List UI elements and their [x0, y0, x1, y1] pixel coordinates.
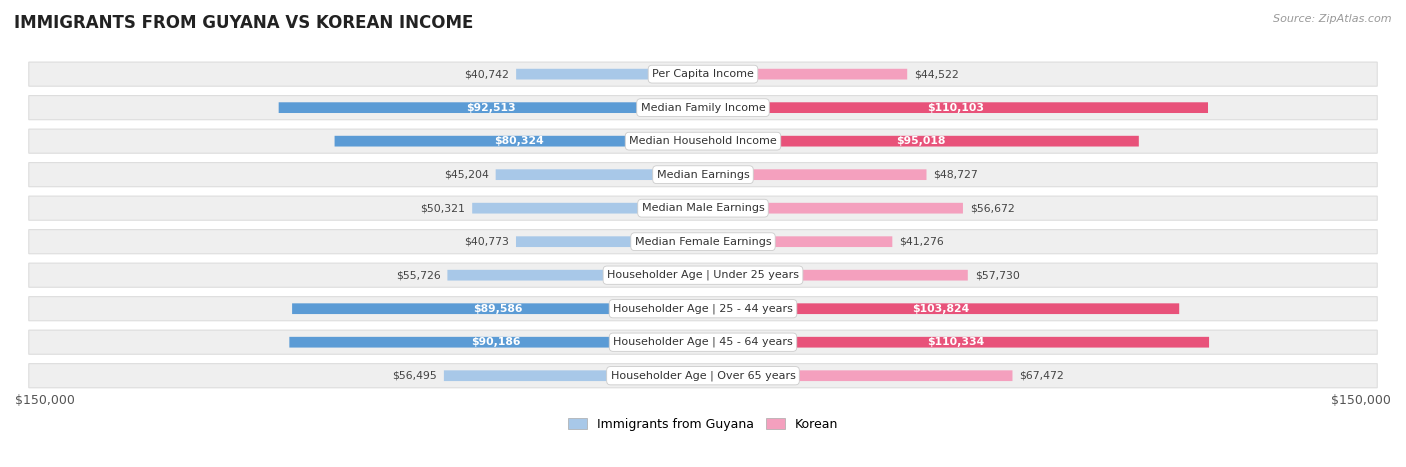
FancyBboxPatch shape	[28, 62, 1378, 86]
FancyBboxPatch shape	[703, 337, 1209, 347]
FancyBboxPatch shape	[28, 297, 1378, 321]
Text: $89,586: $89,586	[472, 304, 522, 314]
FancyBboxPatch shape	[28, 96, 1378, 120]
Text: IMMIGRANTS FROM GUYANA VS KOREAN INCOME: IMMIGRANTS FROM GUYANA VS KOREAN INCOME	[14, 14, 474, 32]
FancyBboxPatch shape	[703, 203, 963, 213]
Text: Median Male Earnings: Median Male Earnings	[641, 203, 765, 213]
FancyBboxPatch shape	[703, 170, 927, 180]
Text: Source: ZipAtlas.com: Source: ZipAtlas.com	[1274, 14, 1392, 24]
FancyBboxPatch shape	[444, 370, 703, 381]
Text: $103,824: $103,824	[912, 304, 970, 314]
FancyBboxPatch shape	[516, 236, 703, 247]
Text: $57,730: $57,730	[974, 270, 1019, 280]
FancyBboxPatch shape	[28, 263, 1378, 287]
FancyBboxPatch shape	[703, 136, 1139, 147]
Text: $55,726: $55,726	[395, 270, 440, 280]
FancyBboxPatch shape	[292, 304, 703, 314]
Text: Median Household Income: Median Household Income	[628, 136, 778, 146]
FancyBboxPatch shape	[290, 337, 703, 347]
FancyBboxPatch shape	[28, 330, 1378, 354]
FancyBboxPatch shape	[703, 69, 907, 79]
Text: $150,000: $150,000	[15, 394, 75, 407]
FancyBboxPatch shape	[28, 163, 1378, 187]
Text: $95,018: $95,018	[896, 136, 946, 146]
FancyBboxPatch shape	[472, 203, 703, 213]
Text: $50,321: $50,321	[420, 203, 465, 213]
Text: Median Family Income: Median Family Income	[641, 103, 765, 113]
Text: $56,672: $56,672	[970, 203, 1015, 213]
Text: $90,186: $90,186	[471, 337, 522, 347]
Text: $110,103: $110,103	[927, 103, 984, 113]
FancyBboxPatch shape	[703, 304, 1180, 314]
Text: $41,276: $41,276	[900, 237, 943, 247]
FancyBboxPatch shape	[278, 102, 703, 113]
FancyBboxPatch shape	[703, 270, 967, 281]
Text: $150,000: $150,000	[1331, 394, 1391, 407]
FancyBboxPatch shape	[496, 170, 703, 180]
Text: $40,773: $40,773	[464, 237, 509, 247]
FancyBboxPatch shape	[447, 270, 703, 281]
FancyBboxPatch shape	[703, 370, 1012, 381]
FancyBboxPatch shape	[28, 230, 1378, 254]
Text: $92,513: $92,513	[465, 103, 516, 113]
Text: $110,334: $110,334	[928, 337, 984, 347]
Text: $80,324: $80,324	[494, 136, 544, 146]
Text: Per Capita Income: Per Capita Income	[652, 69, 754, 79]
Text: $45,204: $45,204	[444, 170, 489, 180]
FancyBboxPatch shape	[703, 236, 893, 247]
Legend: Immigrants from Guyana, Korean: Immigrants from Guyana, Korean	[562, 413, 844, 436]
Text: Householder Age | 45 - 64 years: Householder Age | 45 - 64 years	[613, 337, 793, 347]
Text: $56,495: $56,495	[392, 371, 437, 381]
Text: Householder Age | Under 25 years: Householder Age | Under 25 years	[607, 270, 799, 281]
Text: $48,727: $48,727	[934, 170, 979, 180]
Text: $67,472: $67,472	[1019, 371, 1064, 381]
FancyBboxPatch shape	[28, 129, 1378, 153]
Text: Householder Age | Over 65 years: Householder Age | Over 65 years	[610, 370, 796, 381]
FancyBboxPatch shape	[28, 196, 1378, 220]
Text: Householder Age | 25 - 44 years: Householder Age | 25 - 44 years	[613, 304, 793, 314]
Text: $40,742: $40,742	[464, 69, 509, 79]
FancyBboxPatch shape	[516, 69, 703, 79]
FancyBboxPatch shape	[703, 102, 1208, 113]
Text: Median Female Earnings: Median Female Earnings	[634, 237, 772, 247]
Text: $44,522: $44,522	[914, 69, 959, 79]
Text: Median Earnings: Median Earnings	[657, 170, 749, 180]
FancyBboxPatch shape	[335, 136, 703, 147]
FancyBboxPatch shape	[28, 364, 1378, 388]
